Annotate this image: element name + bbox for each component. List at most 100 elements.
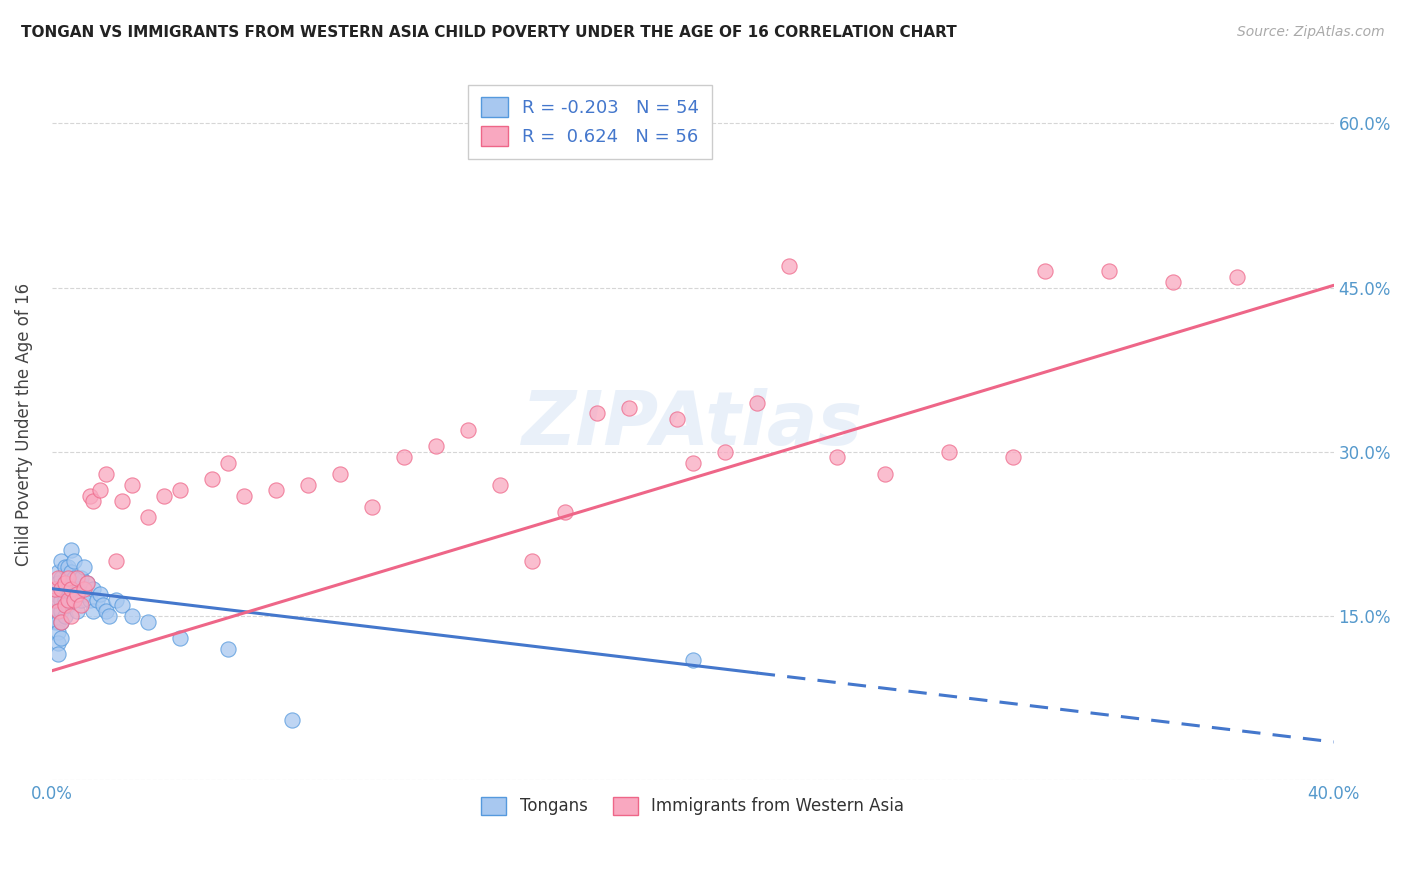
- Point: [69, 571, 91, 585]
- Point: [1033, 264, 1056, 278]
- Point: [121, 609, 143, 624]
- Point: [63, 592, 86, 607]
- Point: [51, 571, 73, 585]
- Point: [104, 554, 127, 568]
- Point: [153, 489, 176, 503]
- Point: [585, 407, 607, 421]
- Point: [121, 477, 143, 491]
- Point: [53, 609, 76, 624]
- Point: [59, 609, 82, 624]
- Point: [46, 636, 69, 650]
- Point: [361, 500, 384, 514]
- Point: [713, 444, 735, 458]
- Point: [96, 603, 118, 617]
- Point: [394, 450, 416, 465]
- Point: [44, 603, 66, 617]
- Text: ZIPAtlas: ZIPAtlas: [522, 388, 863, 461]
- Point: [66, 587, 89, 601]
- Point: [51, 582, 73, 596]
- Point: [264, 483, 287, 497]
- Point: [51, 615, 73, 629]
- Point: [425, 439, 447, 453]
- Point: [76, 576, 98, 591]
- Point: [56, 592, 79, 607]
- Point: [233, 489, 256, 503]
- Point: [617, 401, 640, 415]
- Point: [98, 609, 121, 624]
- Point: [73, 559, 96, 574]
- Point: [59, 566, 82, 580]
- Legend: Tongans, Immigrants from Western Asia: Tongans, Immigrants from Western Asia: [471, 787, 914, 825]
- Point: [73, 582, 96, 596]
- Point: [169, 631, 191, 645]
- Point: [201, 472, 224, 486]
- Point: [104, 592, 127, 607]
- Point: [82, 494, 104, 508]
- Point: [938, 444, 960, 458]
- Point: [82, 603, 104, 617]
- Point: [46, 625, 69, 640]
- Point: [63, 592, 86, 607]
- Point: [82, 582, 104, 596]
- Point: [51, 554, 73, 568]
- Point: [76, 576, 98, 591]
- Point: [745, 395, 768, 409]
- Point: [111, 494, 134, 508]
- Point: [79, 592, 101, 607]
- Point: [1002, 450, 1025, 465]
- Point: [46, 648, 69, 662]
- Point: [56, 598, 79, 612]
- Point: [51, 631, 73, 645]
- Point: [46, 571, 69, 585]
- Point: [73, 587, 96, 601]
- Point: [297, 477, 319, 491]
- Point: [89, 587, 111, 601]
- Point: [44, 587, 66, 601]
- Point: [46, 603, 69, 617]
- Point: [136, 510, 159, 524]
- Point: [46, 566, 69, 580]
- Point: [217, 641, 239, 656]
- Point: [51, 615, 73, 629]
- Point: [457, 423, 479, 437]
- Point: [46, 592, 69, 607]
- Point: [136, 615, 159, 629]
- Point: [44, 615, 66, 629]
- Point: [778, 259, 800, 273]
- Point: [51, 603, 73, 617]
- Point: [665, 412, 688, 426]
- Point: [69, 592, 91, 607]
- Point: [96, 467, 118, 481]
- Point: [46, 603, 69, 617]
- Point: [66, 571, 89, 585]
- Point: [66, 603, 89, 617]
- Point: [91, 598, 114, 612]
- Text: Source: ZipAtlas.com: Source: ZipAtlas.com: [1237, 25, 1385, 39]
- Point: [217, 456, 239, 470]
- Point: [489, 477, 512, 491]
- Point: [51, 582, 73, 596]
- Point: [56, 559, 79, 574]
- Point: [59, 543, 82, 558]
- Point: [66, 582, 89, 596]
- Point: [553, 505, 575, 519]
- Point: [1098, 264, 1121, 278]
- Point: [86, 592, 108, 607]
- Point: [281, 713, 304, 727]
- Point: [46, 615, 69, 629]
- Point: [53, 576, 76, 591]
- Point: [1226, 269, 1249, 284]
- Point: [89, 483, 111, 497]
- Point: [682, 456, 704, 470]
- Point: [69, 598, 91, 612]
- Point: [56, 582, 79, 596]
- Point: [53, 592, 76, 607]
- Text: TONGAN VS IMMIGRANTS FROM WESTERN ASIA CHILD POVERTY UNDER THE AGE OF 16 CORRELA: TONGAN VS IMMIGRANTS FROM WESTERN ASIA C…: [21, 25, 957, 40]
- Point: [63, 571, 86, 585]
- Point: [825, 450, 848, 465]
- Point: [44, 582, 66, 596]
- Point: [522, 554, 544, 568]
- Point: [53, 598, 76, 612]
- Point: [46, 576, 69, 591]
- Point: [59, 582, 82, 596]
